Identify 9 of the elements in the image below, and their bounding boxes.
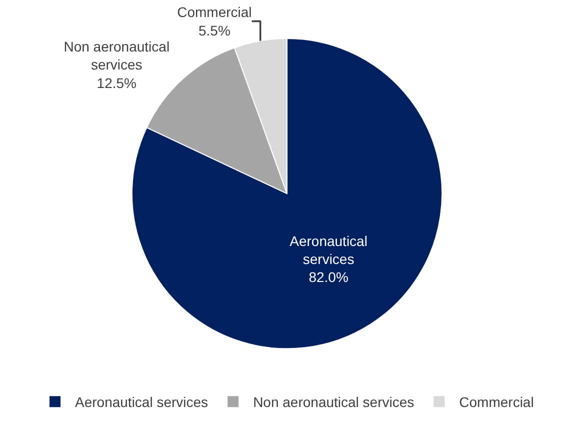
slice-label: Aeronautical services	[290, 232, 368, 268]
data-label: 5.5%	[198, 22, 230, 38]
slice-label: Commercial	[177, 4, 252, 20]
data-label: 12.5%	[96, 74, 136, 91]
legend-label: Non aeronautical services	[253, 394, 414, 410]
slice-label: Non aeronautical services	[64, 38, 170, 73]
legend-label: Aeronautical services	[75, 394, 208, 410]
legend-label: Commercial	[459, 394, 534, 410]
data-label: 82.0%	[308, 269, 348, 286]
